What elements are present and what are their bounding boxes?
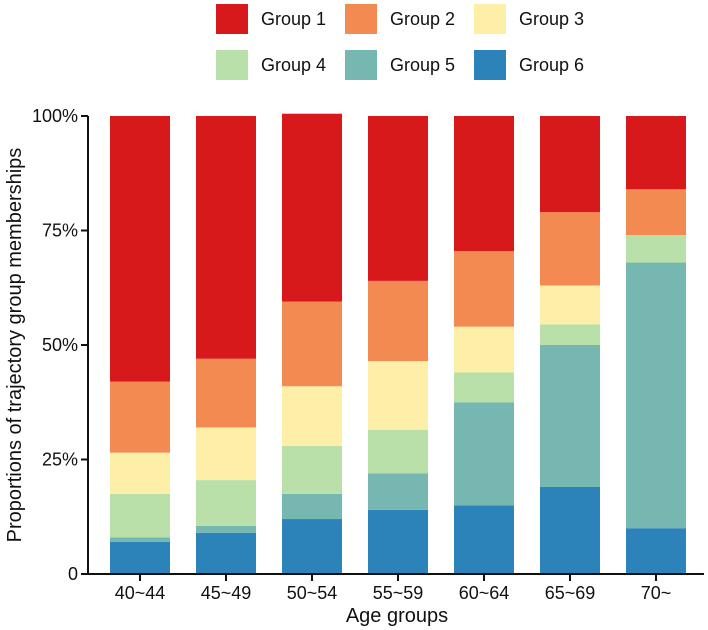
bar-segment-group-5-7 — [626, 262, 686, 529]
bar-segment-group-6-3 — [282, 519, 342, 574]
bar-segment-group-4-4 — [368, 429, 428, 474]
bar-segment-group-5-3 — [282, 493, 342, 520]
legend-label-group-6: Group 6 — [519, 55, 584, 75]
legend-label-group-1: Group 1 — [261, 9, 326, 29]
bar-segment-group-3-2 — [196, 427, 256, 481]
bar-segment-group-5-2 — [196, 525, 256, 533]
y-tick-label: 25% — [42, 450, 78, 470]
bar-segment-group-2-3 — [282, 301, 342, 387]
bar-segment-group-3-4 — [368, 361, 428, 430]
y-axis-title: Proportions of trajectory group membersh… — [4, 148, 26, 543]
bar-segment-group-6-4 — [368, 509, 428, 574]
bar-segment-group-2-6 — [540, 212, 600, 286]
bar-segment-group-6-2 — [196, 532, 256, 574]
legend-label-group-4: Group 4 — [261, 55, 326, 75]
bar-segment-group-2-7 — [626, 189, 686, 236]
bar-segment-group-1-1 — [110, 116, 170, 382]
bar-segment-group-4-2 — [196, 480, 256, 526]
bar-segment-group-1-3 — [282, 113, 342, 302]
x-tick-label: 65~69 — [545, 583, 596, 603]
legend: Group 1 Group 2 Group 3 Group 4 Group 5 Group… — [216, 4, 584, 80]
legend-label-group-5: Group 5 — [390, 55, 455, 75]
x-tick-label: 50~54 — [287, 583, 338, 603]
bar-segment-group-3-1 — [110, 452, 170, 494]
legend-swatch-group-2 — [345, 4, 377, 34]
x-tick-label: 40~44 — [115, 583, 166, 603]
bar-segment-group-5-1 — [110, 537, 170, 542]
x-tick-label: 70~ — [641, 583, 672, 603]
bar-segment-group-5-4 — [368, 473, 428, 510]
bar-segment-group-6-1 — [110, 541, 170, 574]
bar-segment-group-4-6 — [540, 324, 600, 345]
x-tick-label: 60~64 — [459, 583, 510, 603]
legend-label-group-3: Group 3 — [519, 9, 584, 29]
bar-segment-group-3-3 — [282, 386, 342, 446]
x-tick-label: 55~59 — [373, 583, 424, 603]
bar-segment-group-4-3 — [282, 445, 342, 494]
y-tick-label: 0 — [68, 564, 78, 584]
y-tick-label: 50% — [42, 335, 78, 355]
bar-segment-group-1-2 — [196, 116, 256, 359]
bar-segment-group-4-5 — [454, 372, 514, 403]
bar-segment-group-4-1 — [110, 493, 170, 538]
bar-segment-group-6-5 — [454, 505, 514, 574]
bar-segment-group-5-6 — [540, 345, 600, 487]
bar-segment-group-2-5 — [454, 251, 514, 327]
bar-segment-group-1-4 — [368, 116, 428, 281]
bar-segment-group-4-7 — [626, 235, 686, 263]
bar-segment-group-3-6 — [540, 285, 600, 325]
bar-segment-group-1-5 — [454, 116, 514, 252]
bar-segment-group-1-7 — [626, 116, 686, 190]
bar-segment-group-1-6 — [540, 116, 600, 213]
legend-label-group-2: Group 2 — [390, 9, 455, 29]
x-axis-title: Age groups — [346, 605, 448, 627]
legend-swatch-group-3 — [474, 4, 506, 34]
bar-segment-group-2-1 — [110, 381, 170, 453]
axes: 0 25% 50% 75% 100% 40~44 45~49 50~54 55~59 60~64 6… — [32, 106, 704, 603]
bar-segment-group-3-5 — [454, 326, 514, 373]
bar-segment-group-5-5 — [454, 402, 514, 506]
bar-segment-group-2-2 — [196, 358, 256, 428]
bars — [110, 113, 686, 574]
bar-segment-group-6-7 — [626, 528, 686, 574]
bar-segment-group-2-4 — [368, 280, 428, 362]
legend-swatch-group-4 — [216, 50, 248, 80]
x-tick-label: 45~49 — [201, 583, 252, 603]
legend-swatch-group-6 — [474, 50, 506, 80]
legend-swatch-group-1 — [216, 4, 248, 34]
legend-swatch-group-5 — [345, 50, 377, 80]
bar-segment-group-6-6 — [540, 486, 600, 574]
y-tick-label: 75% — [42, 221, 78, 241]
y-tick-label: 100% — [32, 106, 78, 126]
